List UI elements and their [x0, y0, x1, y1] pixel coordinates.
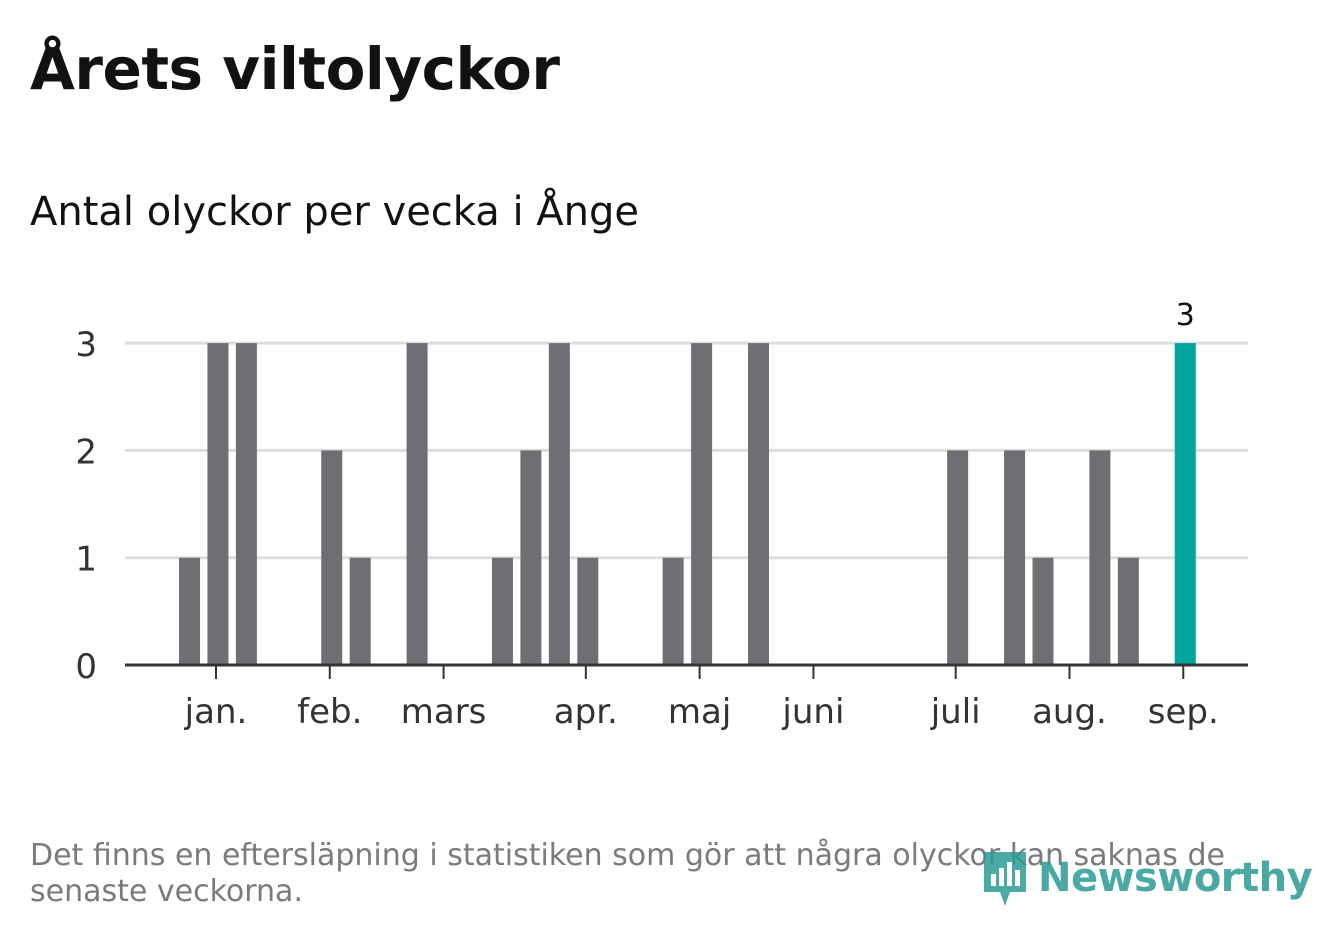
bar	[321, 450, 343, 665]
y-tick-label: 3	[75, 325, 97, 365]
x-tick-label: jan.	[184, 692, 248, 732]
y-tick-label: 1	[75, 540, 97, 580]
bar	[520, 450, 542, 665]
bar	[748, 343, 769, 665]
bar	[1004, 450, 1026, 665]
x-tick-label: juni	[781, 692, 844, 732]
bar	[491, 557, 513, 665]
bar	[1089, 450, 1111, 665]
chart-title: Årets viltolyckor	[30, 35, 560, 103]
bar	[691, 343, 713, 665]
bar-highlight	[1174, 343, 1196, 665]
newsworthy-icon	[984, 852, 1026, 906]
newsworthy-wordmark: Newsworthy	[1038, 855, 1313, 901]
x-tick-label: juli	[930, 692, 981, 732]
bar-chart: 0 1 2 3 3 jan. feb. mars apr. maj juni juli aug. sep.	[75, 298, 1248, 732]
bar-value-label: 3	[1176, 298, 1195, 333]
x-tick-label: feb.	[297, 692, 362, 732]
bar	[662, 557, 684, 665]
x-tick-label: aug.	[1032, 692, 1107, 732]
y-tick-label: 0	[75, 647, 97, 687]
bar	[947, 450, 969, 665]
chart-subtitle: Antal olyckor per vecka i Ånge	[30, 189, 640, 235]
bar	[406, 343, 428, 665]
y-tick-label: 2	[75, 432, 97, 472]
x-tick-label: apr.	[554, 692, 618, 732]
bar	[548, 343, 570, 665]
bar	[1032, 557, 1054, 665]
bar	[179, 557, 200, 665]
bar	[349, 557, 371, 665]
x-tick-label: mars	[401, 692, 487, 732]
newsworthy-logo[interactable]: Newsworthy	[980, 848, 1313, 908]
bar	[235, 343, 257, 665]
x-tick-label: sep.	[1148, 692, 1219, 732]
bar	[577, 557, 599, 665]
bar	[1117, 557, 1139, 665]
bar	[207, 343, 229, 665]
x-tick-label: maj	[668, 692, 731, 732]
